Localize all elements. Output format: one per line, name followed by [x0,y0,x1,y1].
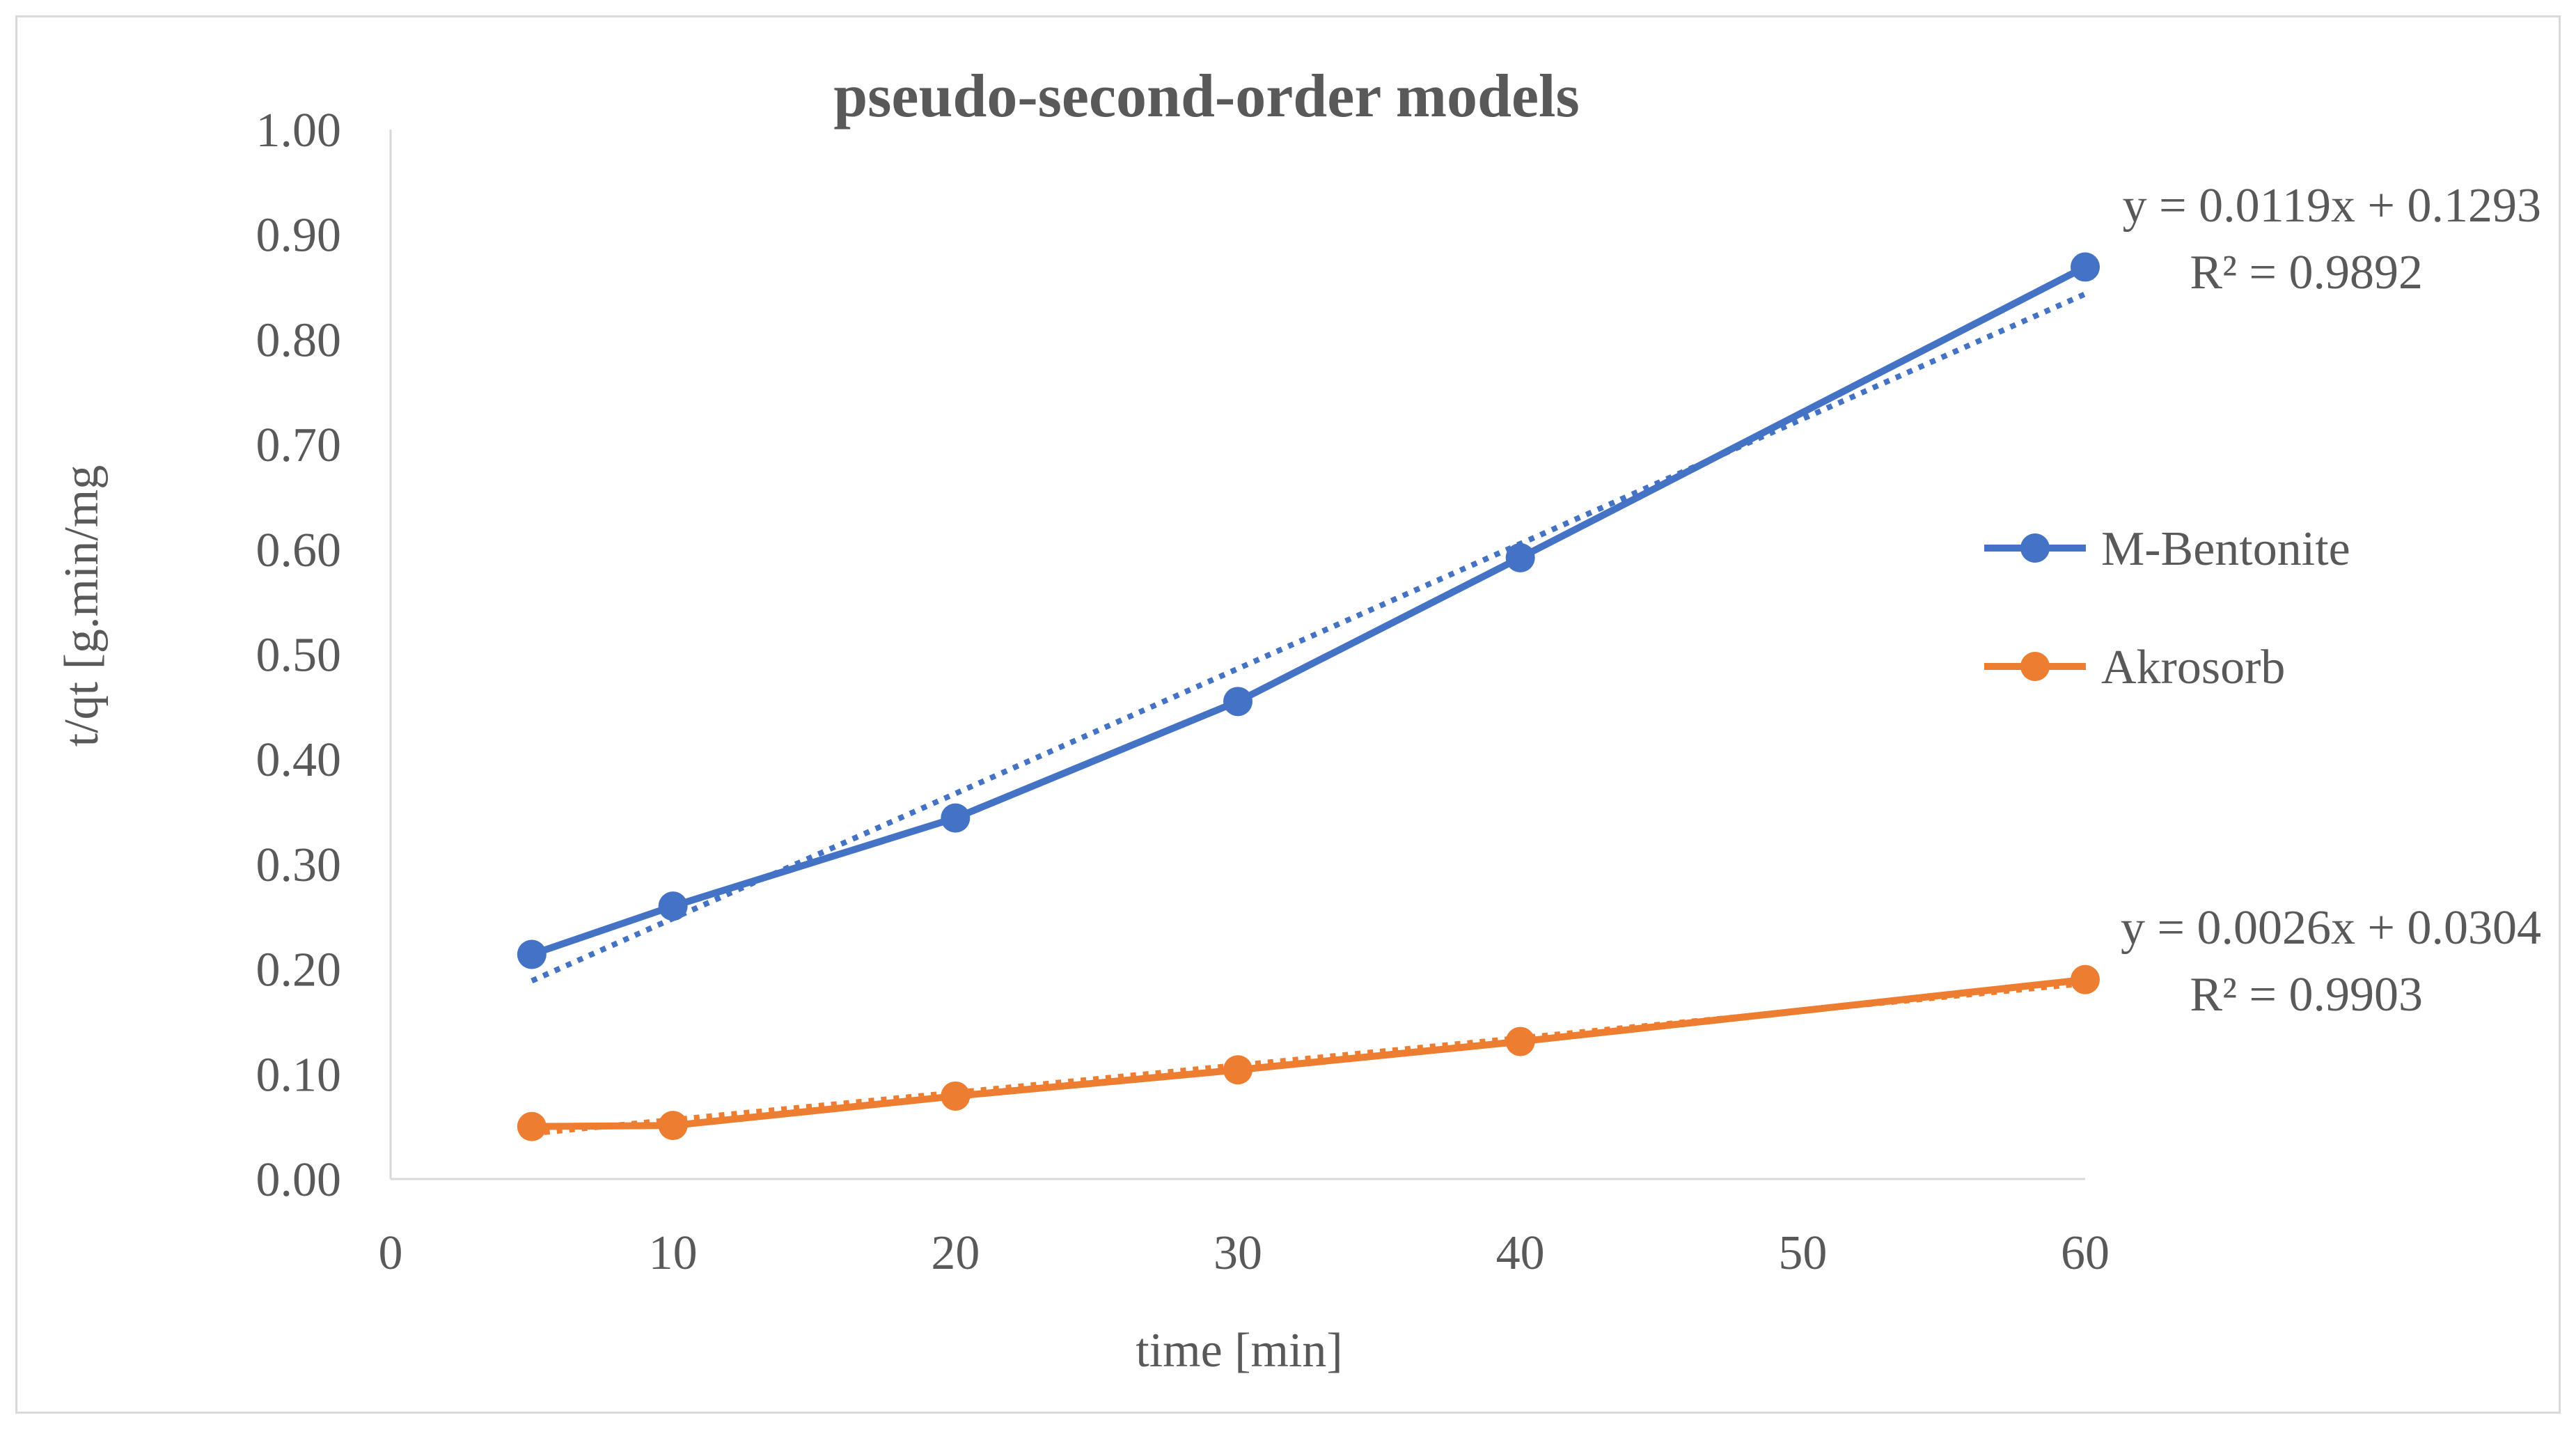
y-tick-label: 0.40 [256,733,342,787]
data-point [1505,1026,1535,1056]
x-tick-label: 50 [1778,1226,1827,1280]
chart-frame [15,15,2561,1414]
data-point [2071,965,2100,994]
data-point [941,803,971,833]
y-tick-label: 0.70 [256,419,342,472]
data-point [658,1111,688,1141]
y-tick-label: 1.00 [256,104,342,157]
data-point [941,1081,971,1111]
trendline-r2: R² = 0.9903 [2190,968,2423,1022]
series-line-m-bentonite [531,263,2087,958]
y-axis-label: t/qt [g.min/mg [55,465,109,747]
data-point [1223,1055,1252,1085]
y-tick-label: 0.80 [256,313,342,367]
data-point [1223,687,1252,717]
x-tick-label: 40 [1496,1226,1545,1280]
data-point [517,1111,547,1141]
data-point [658,891,688,921]
y-tick-label: 0.00 [256,1153,342,1207]
y-tick-label: 0.60 [256,524,342,577]
x-axis-label: time [min] [1136,1324,1342,1377]
data-point [517,939,547,969]
y-tick-label: 0.10 [256,1048,342,1102]
legend: M-Bentonite Akrosorb [1984,522,2350,694]
x-tick-label: 20 [931,1226,980,1280]
equations: y = 0.0119x + 0.1293 R² = 0.9892 y = 0.002… [2121,179,2541,1022]
axes: 0.00 0.10 0.20 0.30 0.40 0.50 0.60 0.70 0.80 0.90… [256,104,2110,1280]
y-tick-label: 0.20 [256,944,342,997]
y-tick-label: 0.90 [256,209,342,263]
trendline-akrosorb [531,981,2086,1137]
chart-title: pseudo-second-order models [833,63,1580,130]
x-tick-label: 30 [1214,1226,1262,1280]
legend-label: M-Bentonite [2101,522,2350,576]
series-line-akrosorb [531,976,2086,1130]
y-tick-label: 0.50 [256,629,342,682]
series-layer [517,252,2100,1141]
trendline-equation: y = 0.0119x + 0.1293 [2123,179,2541,233]
legend-swatch-marker [2020,652,2050,681]
data-point [1505,542,1535,572]
trendline-r2: R² = 0.9892 [2190,246,2423,299]
y-tick-label: 0.30 [256,838,342,892]
data-point [2071,252,2100,282]
x-tick-label: 0 [379,1226,403,1280]
legend-swatch-marker [2020,533,2050,563]
x-tick-label: 60 [2061,1226,2110,1280]
trendline-equation: y = 0.0026x + 0.0304 [2121,901,2541,955]
trendlines [531,291,2087,1137]
legend-label: Akrosorb [2101,641,2285,694]
x-tick-label: 10 [649,1226,698,1280]
